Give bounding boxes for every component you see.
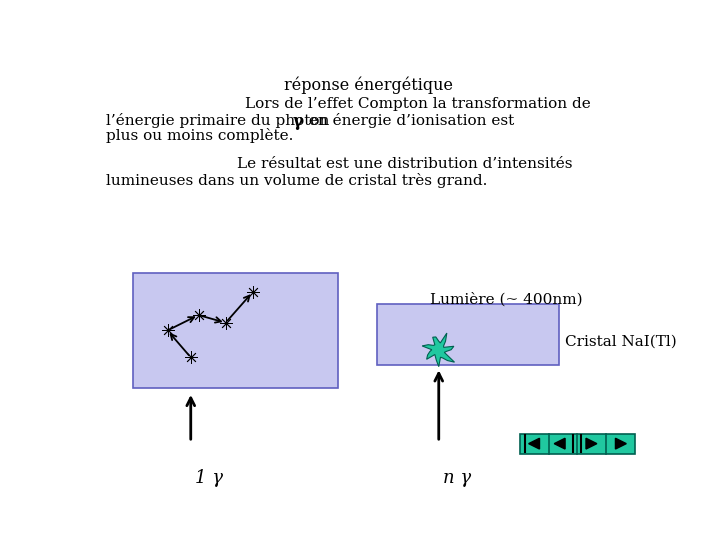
Text: n γ: n γ	[443, 469, 471, 487]
Text: plus ou moins complète.: plus ou moins complète.	[106, 128, 293, 143]
Polygon shape	[528, 438, 539, 449]
Text: réponse énergétique: réponse énergétique	[284, 76, 454, 94]
Text: lumineuses dans un volume de cristal très grand.: lumineuses dans un volume de cristal trè…	[106, 173, 487, 187]
Text: en énergie d’ionisation est: en énergie d’ionisation est	[304, 112, 514, 127]
Bar	[132, 273, 338, 388]
Text: 1 γ: 1 γ	[194, 469, 222, 487]
Bar	[520, 434, 635, 454]
Text: Lors de l’effet Compton la transformation de: Lors de l’effet Compton la transformatio…	[245, 97, 590, 111]
Text: l’énergie primaire du photon: l’énergie primaire du photon	[106, 112, 334, 127]
Text: Cristal NaI(Tl): Cristal NaI(Tl)	[565, 335, 677, 349]
Text: Le résultat est une distribution d’intensités: Le résultat est une distribution d’inten…	[238, 157, 572, 171]
Polygon shape	[422, 333, 454, 367]
Text: γ: γ	[293, 112, 304, 130]
Polygon shape	[616, 438, 626, 449]
Polygon shape	[586, 438, 597, 449]
Polygon shape	[554, 438, 565, 449]
Bar	[377, 303, 559, 365]
Text: Lumière (~ 400nm): Lumière (~ 400nm)	[430, 292, 582, 306]
